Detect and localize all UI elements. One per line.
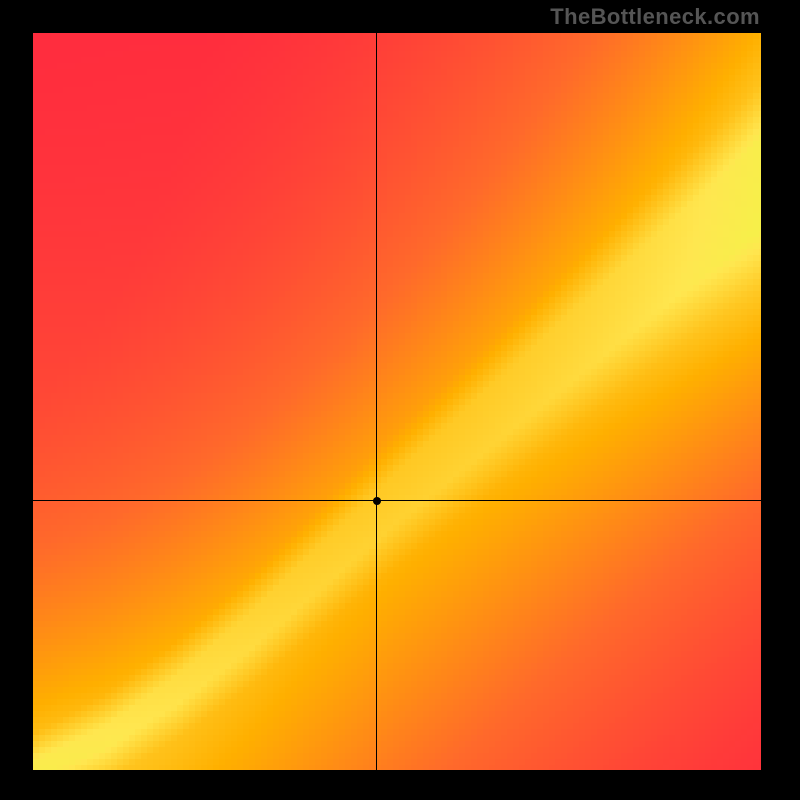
heatmap-canvas xyxy=(33,33,761,770)
crosshair-marker xyxy=(373,497,381,505)
plot-area xyxy=(33,33,761,770)
watermark-text: TheBottleneck.com xyxy=(550,4,760,30)
crosshair-vertical xyxy=(376,33,377,770)
crosshair-horizontal xyxy=(33,500,761,501)
chart-container: TheBottleneck.com xyxy=(0,0,800,800)
